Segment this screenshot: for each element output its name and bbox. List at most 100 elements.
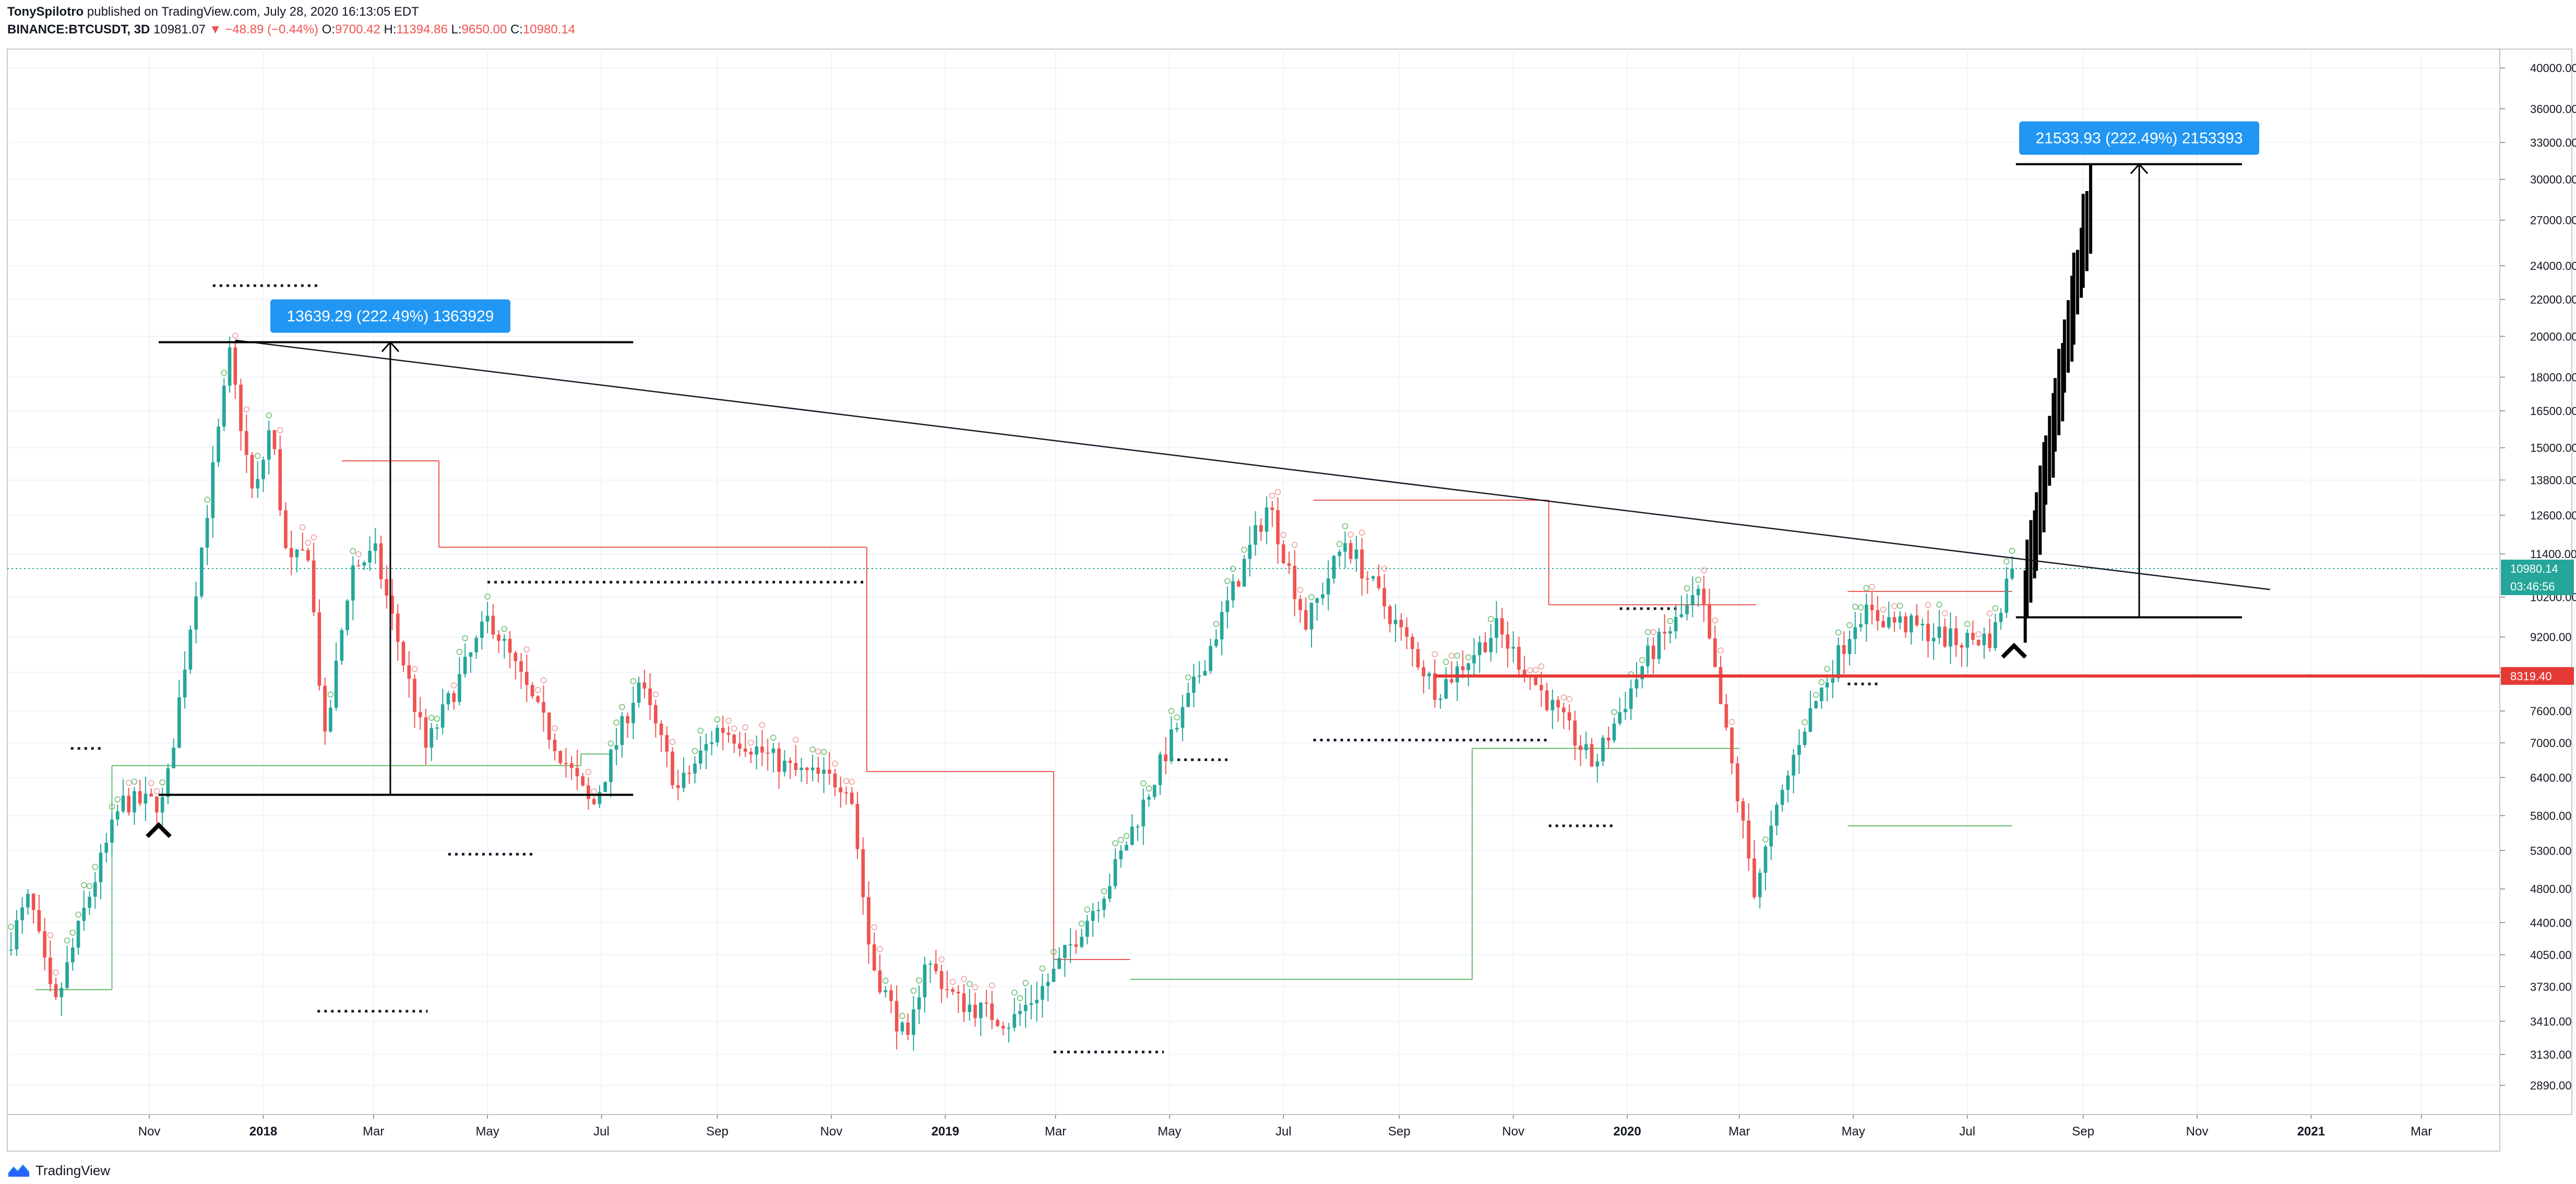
td-count-marker	[350, 548, 356, 554]
candle-body	[430, 728, 434, 748]
candle-body	[485, 615, 490, 622]
candle-body	[222, 385, 226, 427]
last-price-tag-countdown-box	[2501, 577, 2574, 596]
td-count-marker	[75, 911, 81, 918]
td-count-marker	[849, 778, 855, 785]
candlestick-chart[interactable]: 40000.00 36000.00 33000.00 30000.00 27000.00…	[0, 42, 2576, 1159]
td-count-marker	[1891, 603, 1898, 609]
candle-body	[1466, 663, 1471, 670]
td-count-marker	[277, 427, 283, 433]
candle-body	[794, 763, 798, 771]
candle-body	[88, 896, 91, 908]
td-count-marker	[1487, 616, 1494, 622]
candle-body	[1657, 632, 1661, 659]
td-count-marker	[1269, 492, 1275, 499]
candle-body	[1820, 687, 1823, 702]
td-count-marker	[221, 370, 228, 376]
candle-body	[1455, 666, 1459, 682]
candle-body	[1197, 676, 1201, 677]
candle-body	[850, 792, 854, 804]
candle-body	[1338, 551, 1342, 556]
candle-body	[530, 685, 534, 696]
candle-body	[569, 763, 574, 768]
candle-body	[31, 894, 35, 910]
candle-body	[1309, 602, 1314, 630]
td-count-marker	[714, 716, 721, 723]
candle-body	[962, 993, 966, 1012]
candle-body	[1119, 850, 1123, 859]
candle-body	[1752, 858, 1756, 897]
chart-area[interactable]: 40000.00 36000.00 33000.00 30000.00 27000.00…	[0, 42, 2576, 1159]
candle-body	[1612, 723, 1616, 741]
td-count-marker	[961, 976, 967, 982]
td-count-marker	[1274, 489, 1281, 495]
y-tick-label: 33000.00	[2530, 136, 2576, 149]
candle-body	[172, 748, 175, 768]
candle-body	[1360, 549, 1364, 578]
candle-body	[968, 1004, 972, 1012]
td-count-marker	[1118, 837, 1124, 843]
candle-body	[508, 638, 512, 653]
td-count-marker	[910, 987, 917, 994]
candle-body	[1125, 845, 1128, 851]
td-count-marker	[501, 626, 508, 632]
high-label: H:	[384, 22, 397, 37]
tradingview-brand[interactable]: TradingView	[35, 1162, 111, 1178]
candle-body	[1477, 642, 1482, 655]
td-count-marker	[1224, 578, 1231, 584]
candle-body	[1724, 704, 1728, 728]
candle-body	[362, 562, 366, 566]
candle-body	[855, 803, 860, 849]
candle-body	[356, 565, 361, 567]
x-tick-label: 2019	[932, 1124, 959, 1139]
td-count-marker	[86, 883, 93, 890]
chart-header: TonySpilotro published on TradingView.co…	[0, 0, 2576, 42]
candle-body	[497, 634, 500, 641]
td-count-marker	[232, 333, 238, 339]
candle-body	[1741, 801, 1745, 821]
candle-body	[1500, 618, 1504, 635]
candle-body	[250, 455, 254, 489]
candle-body	[1433, 673, 1437, 700]
tradingview-logo-icon[interactable]	[7, 1163, 30, 1178]
td-count-marker	[1140, 780, 1147, 787]
y-tick-label: 7000.00	[2530, 737, 2572, 750]
candle-body	[1915, 615, 1919, 625]
symbol-name[interactable]: BINANCE:BTCUSDT, 3D	[7, 22, 150, 37]
y-tick-label: 13800.00	[2530, 473, 2576, 487]
candle-body	[665, 735, 669, 752]
candle-body	[1315, 598, 1319, 603]
x-tick-label: May	[1842, 1124, 1865, 1139]
candle-body	[440, 704, 445, 728]
candle-body	[771, 748, 776, 753]
price-change: −48.89 (−0.44%)	[225, 22, 319, 37]
candle-body	[743, 748, 747, 752]
td-count-marker	[159, 779, 165, 786]
td-count-marker	[153, 788, 160, 795]
td-count-marker	[1443, 659, 1449, 665]
candle-body	[1797, 745, 1801, 755]
x-tick-label: Sep	[1388, 1124, 1411, 1139]
candle-body	[138, 791, 142, 804]
x-tick-label: May	[1158, 1124, 1181, 1139]
candle-body	[1057, 958, 1061, 969]
candle-body	[609, 749, 613, 783]
td-count-marker	[1695, 576, 1701, 583]
candle-body	[43, 931, 46, 958]
author-name[interactable]: TonySpilotro	[7, 5, 84, 19]
td-count-marker	[47, 932, 54, 939]
candle-body	[1063, 945, 1067, 958]
candle-body	[1074, 944, 1078, 947]
candle-body	[149, 794, 153, 797]
candle-body	[1881, 621, 1885, 627]
td-count-marker	[1644, 629, 1651, 635]
candle-body	[267, 430, 271, 460]
y-tick-label: 4800.00	[2530, 883, 2572, 896]
candle-body	[1545, 690, 1549, 711]
candle-body	[614, 745, 618, 750]
candle-body	[990, 1003, 994, 1020]
candle-body	[401, 642, 406, 666]
td-count-marker	[1802, 719, 1808, 726]
x-tick-label: Mar	[2411, 1124, 2432, 1139]
candle-body	[9, 949, 13, 951]
